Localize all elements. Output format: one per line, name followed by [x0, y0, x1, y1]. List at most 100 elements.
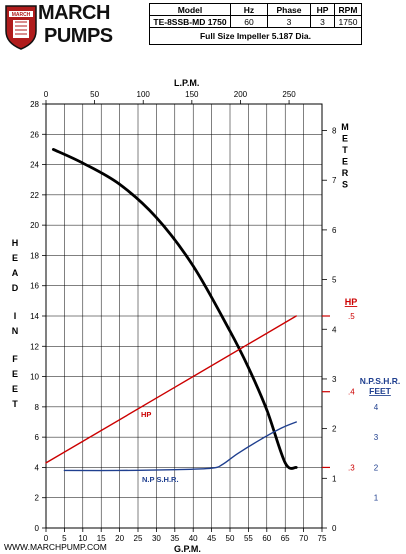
- x-tick-label: 20: [115, 534, 124, 543]
- meters-tick-label: 2: [332, 425, 337, 434]
- spec-header-phase: Phase: [267, 3, 311, 16]
- npshr-tick-label: 1: [374, 494, 379, 503]
- x-tick-label: 25: [134, 534, 143, 543]
- npshr-axis-title-line1: N.P.S.H.R.: [360, 376, 400, 386]
- x-tick-label: 45: [207, 534, 216, 543]
- y-axis-title-letter: E: [12, 384, 18, 394]
- y-tick-label: 22: [30, 191, 39, 200]
- y-tick-label: 20: [30, 221, 39, 230]
- y-tick-label: 12: [30, 342, 39, 351]
- y-tick-label: 0: [35, 524, 40, 533]
- right-axis-title-letter: T: [342, 145, 348, 155]
- y-axis-title-letter: D: [12, 283, 19, 293]
- chart-grid: [45, 103, 323, 529]
- y-tick-label: 4: [35, 463, 40, 472]
- npshr-axis-title-line2: FEET: [369, 386, 392, 396]
- y-tick-label: 28: [30, 100, 39, 109]
- npshr-tick-label: 4: [374, 403, 379, 412]
- top-axis-title: L.P.M.: [174, 78, 199, 88]
- y-axis-title-letter: H: [12, 238, 19, 248]
- spec-header-hp: HP: [310, 3, 335, 16]
- hp-curve: [45, 315, 297, 464]
- spec-header-rpm: RPM: [334, 3, 362, 16]
- right-axis-title-letter: S: [342, 180, 348, 190]
- y-axis-title-letter: A: [12, 268, 19, 278]
- spec-rpm-value: 1750: [334, 15, 362, 28]
- spec-value-row: TE-8SSB-MD 1750 60 3 3 1750: [149, 15, 362, 28]
- footer-url[interactable]: WWW.MARCHPUMP.COM: [4, 542, 107, 552]
- x-tick-label: 35: [170, 534, 179, 543]
- spec-header-model: Model: [149, 3, 231, 16]
- y-axis-title-letter: T: [12, 399, 18, 409]
- top-tick-label: 150: [185, 90, 199, 99]
- pump-spec-table: Model Hz Phase HP RPM TE-8SSB-MD 1750 60…: [149, 3, 362, 45]
- npshr-curve-label: N.P S.H.R.: [142, 475, 179, 484]
- brand-line2: PUMPS: [44, 25, 113, 47]
- top-tick-label: 200: [234, 90, 248, 99]
- y-tick-label: 10: [30, 373, 39, 382]
- hp-curve-label: HP: [141, 410, 151, 419]
- top-tick-label: 100: [137, 90, 151, 99]
- y-axis-title-letter: N: [12, 326, 19, 336]
- spec-header-row: Model Hz Phase HP RPM: [149, 3, 362, 16]
- meters-tick-label: 6: [332, 226, 337, 235]
- brand-line1: MARCH: [38, 2, 110, 24]
- spec-header-hz: Hz: [230, 3, 268, 16]
- npshr-curve: [63, 421, 297, 472]
- chart-ticks: 0 5 10 15 20 25 30 35 40 45 50 55 60 65 70 750246810121…: [30, 90, 379, 543]
- top-tick-label: 0: [44, 90, 49, 99]
- y-axis-title-letter: F: [12, 354, 18, 364]
- spec-phase-value: 3: [267, 15, 311, 28]
- x-tick-label: 60: [262, 534, 271, 543]
- right-axis-title-letter: E: [342, 157, 348, 167]
- y-tick-label: 26: [30, 130, 39, 139]
- x-tick-label: 30: [152, 534, 161, 543]
- x-tick-label: 55: [244, 534, 253, 543]
- plot-frame: [45, 103, 323, 529]
- x-tick-label: 65: [281, 534, 290, 543]
- chart-curves: [45, 148, 298, 472]
- march-pumps-logo: MARCH MARCH PUMPS: [4, 2, 144, 51]
- x-tick-label: 70: [299, 534, 308, 543]
- hp-tick-label: .3: [348, 463, 355, 472]
- x-axis-title: G.P.M.: [174, 544, 201, 554]
- y-tick-label: 2: [35, 494, 40, 503]
- hp-tick-label: .4: [348, 388, 355, 397]
- x-tick-label: 40: [189, 534, 198, 543]
- meters-tick-label: 4: [332, 325, 337, 334]
- hp-axis-title: HP: [345, 297, 358, 307]
- top-tick-label: 50: [90, 90, 99, 99]
- x-tick-label: 75: [318, 534, 327, 543]
- y-axis-title-letter: E: [12, 253, 18, 263]
- right-axis-title-letter: E: [342, 134, 348, 144]
- right-axis-title-letter: R: [342, 168, 349, 178]
- spec-hp-value: 3: [310, 15, 335, 28]
- meters-tick-label: 5: [332, 276, 337, 285]
- logo-badge-text: MARCH: [12, 12, 31, 18]
- y-tick-label: 8: [35, 403, 40, 412]
- y-tick-label: 24: [30, 161, 39, 170]
- hp-tick-label: .5: [348, 312, 355, 321]
- y-axis-title-letter: I: [14, 311, 17, 321]
- npshr-tick-label: 3: [374, 433, 379, 442]
- head-curve: [51, 148, 298, 470]
- meters-tick-label: 8: [332, 127, 337, 136]
- impeller-note: Full Size Impeller 5.187 Dia.: [149, 27, 362, 45]
- top-tick-label: 250: [282, 90, 296, 99]
- spec-model-value: TE-8SSB-MD 1750: [149, 15, 231, 28]
- npshr-tick-label: 2: [374, 463, 379, 472]
- y-tick-label: 18: [30, 251, 39, 260]
- meters-tick-label: 7: [332, 176, 337, 185]
- meters-tick-label: 3: [332, 375, 337, 384]
- logo-shield-icon: MARCH: [5, 5, 37, 50]
- y-tick-label: 16: [30, 282, 39, 291]
- y-axis-title-letter: E: [12, 369, 18, 379]
- y-tick-label: 6: [35, 433, 40, 442]
- meters-tick-label: 0: [332, 524, 337, 533]
- spec-hz-value: 60: [230, 15, 268, 28]
- right-axis-title-letter: M: [341, 122, 349, 132]
- meters-tick-label: 1: [332, 474, 337, 483]
